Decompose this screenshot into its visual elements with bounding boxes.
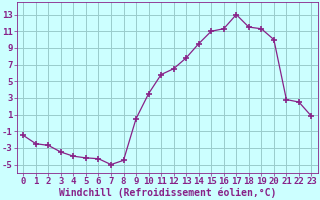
X-axis label: Windchill (Refroidissement éolien,°C): Windchill (Refroidissement éolien,°C) xyxy=(59,187,276,198)
